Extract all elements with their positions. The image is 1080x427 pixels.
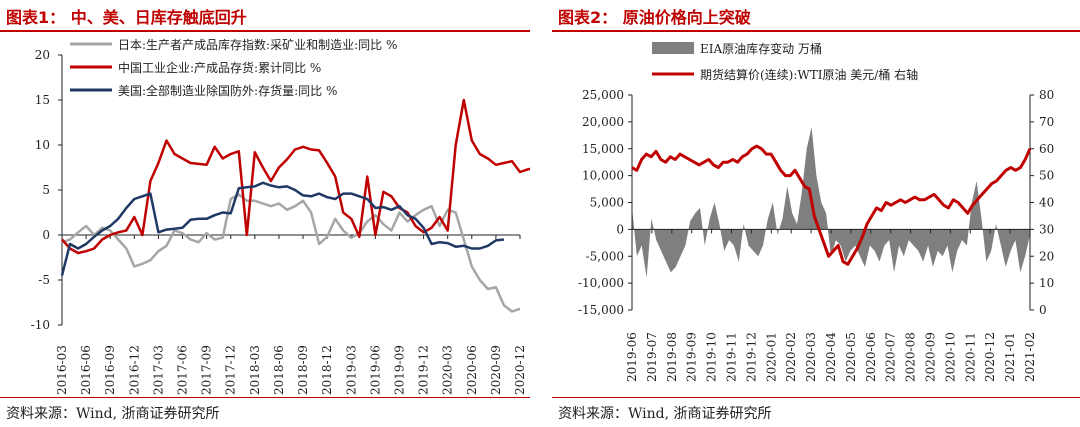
- left-tick-label: 10,000: [582, 169, 624, 183]
- x-tick-label: 2021-02: [1023, 332, 1037, 382]
- y-tick-label: -10: [31, 318, 50, 332]
- x-tick-label: 2020-04: [824, 332, 838, 382]
- x-tick-label: 2019-07: [645, 332, 659, 382]
- source-rule-1: [0, 397, 530, 398]
- left-tick-label: -10,000: [578, 276, 624, 290]
- right-tick-label: 10: [1039, 276, 1054, 290]
- x-tick-label: 2020-01: [764, 332, 778, 382]
- y-tick-label: 5: [42, 183, 50, 197]
- y-tick-label: 20: [35, 48, 50, 62]
- chart-title-1: 图表1： 中、美、日库存触底回升: [6, 8, 247, 27]
- source-note-1: 资料来源：Wind, 浙商证券研究所: [6, 406, 220, 422]
- x-tick-label: 2020-08: [904, 332, 918, 382]
- left-tick-label: -15,000: [578, 303, 624, 317]
- chart-panel-1: 图表1： 中、美、日库存触底回升 20 15 10 5 0 -5 -10 2016-03 201…: [0, 0, 530, 427]
- chart-panel-2: 图表2： 原油价格向上突破 25,000 20,000 15,000 10,000 5,…: [552, 0, 1080, 427]
- x-tick-label: 2019-09: [685, 332, 699, 382]
- legend-label: 期货结算价(连续):WTI原油 美元/桶 右轴: [700, 67, 918, 82]
- x-tick-label: 2020-06: [465, 345, 479, 395]
- x-tick-label: 2020-11: [963, 332, 977, 382]
- x-tick-label: 2018-03: [248, 345, 262, 395]
- x-tick-label: 2021-01: [1003, 332, 1017, 382]
- x-tick-label: 2017-06: [176, 345, 190, 395]
- x-tick-label: 2020-07: [884, 332, 898, 382]
- x-tick-label: 2020-09: [924, 332, 938, 382]
- left-tick-label: 0: [616, 222, 624, 236]
- legend-label: EIA原油库存变动 万桶: [700, 41, 822, 56]
- chart-title-2: 图表2： 原油价格向上突破: [558, 8, 751, 27]
- x-tick-label: 2019-11: [725, 332, 739, 382]
- title-rule-2: [552, 30, 1080, 32]
- left-tick-label: 25,000: [582, 88, 624, 102]
- right-tick-label: 80: [1039, 88, 1054, 102]
- x-tick-label: 2020-09: [489, 345, 503, 395]
- left-tick-label: 5,000: [590, 196, 624, 210]
- y-tick-label: 10: [35, 138, 50, 152]
- chart-2-svg: 25,000 20,000 15,000 10,000 5,000 0 -5,000 -10,…: [578, 41, 1054, 382]
- left-tick-label: 20,000: [582, 115, 624, 129]
- legend-label: 日本:生产者产成品库存指数:采矿业和制造业:同比 %: [118, 37, 397, 52]
- right-tick-label: 40: [1039, 196, 1054, 210]
- x-tick-label: 2019-06: [625, 332, 639, 382]
- inventory-area: [632, 127, 1030, 278]
- x-tick-label: 2020-02: [784, 332, 798, 382]
- wti-price-line: [631, 144, 1032, 266]
- right-tick-label: 60: [1039, 142, 1054, 156]
- right-tick-label: 30: [1039, 222, 1054, 236]
- y-tick-label: -5: [38, 273, 50, 287]
- x-tick-label: 2019-12: [417, 345, 431, 395]
- chart-1-svg: 20 15 10 5 0 -5 -10 2016-03 2016-06 2016-09 2016-1…: [31, 37, 530, 395]
- legend-label: 中国工业企业:产成品存货:累计同比 %: [118, 60, 321, 75]
- x-tick-label: 2016-03: [55, 345, 69, 395]
- x-tick-label: 2020-03: [441, 345, 455, 395]
- x-tick-label: 2020-05: [844, 332, 858, 382]
- series-line-3: [60, 181, 505, 276]
- left-tick-label: -5,000: [586, 249, 624, 263]
- x-tick-label: 2016-06: [79, 345, 93, 395]
- x-tick-label: 2017-12: [224, 345, 238, 395]
- legend-swatch-area: [652, 42, 694, 54]
- series-line-1: [61, 193, 521, 313]
- series-line-2: [61, 98, 530, 255]
- x-tick-label: 2019-10: [705, 332, 719, 382]
- source-note-2: 资料来源：Wind, 浙商证券研究所: [558, 406, 772, 422]
- x-tick-label: 2020-06: [864, 332, 878, 382]
- x-tick-label: 2016-09: [103, 345, 117, 395]
- legend-label: 美国:全部制造业除国防外:存货量:同比 %: [118, 83, 337, 98]
- right-tick-label: 0: [1039, 303, 1047, 317]
- y-tick-label: 0: [42, 228, 50, 242]
- x-tick-label: 2017-03: [151, 345, 165, 395]
- y-tick-label: 15: [35, 93, 50, 107]
- x-tick-label: 2019-09: [392, 345, 406, 395]
- x-tick-label: 2018-06: [272, 345, 286, 395]
- x-tick-label: 2020-10: [943, 332, 957, 382]
- x-tick-label: 2019-08: [665, 332, 679, 382]
- x-tick-label: 2019-03: [344, 345, 358, 395]
- title-rule-1: [0, 30, 530, 32]
- x-tick-label: 2019-12: [744, 332, 758, 382]
- x-tick-label: 2020-12: [983, 332, 997, 382]
- x-tick-label: 2017-09: [200, 345, 214, 395]
- right-tick-label: 50: [1039, 169, 1054, 183]
- x-tick-label: 2020-03: [804, 332, 818, 382]
- x-tick-label: 2020-12: [513, 345, 527, 395]
- source-rule-2: [552, 397, 1080, 398]
- x-tick-label: 2016-12: [127, 345, 141, 395]
- left-tick-label: 15,000: [582, 142, 624, 156]
- x-tick-label: 2018-09: [296, 345, 310, 395]
- x-tick-label: 2019-06: [368, 345, 382, 395]
- right-tick-label: 70: [1039, 115, 1054, 129]
- x-tick-label: 2018-12: [320, 345, 334, 395]
- right-tick-label: 20: [1039, 249, 1054, 263]
